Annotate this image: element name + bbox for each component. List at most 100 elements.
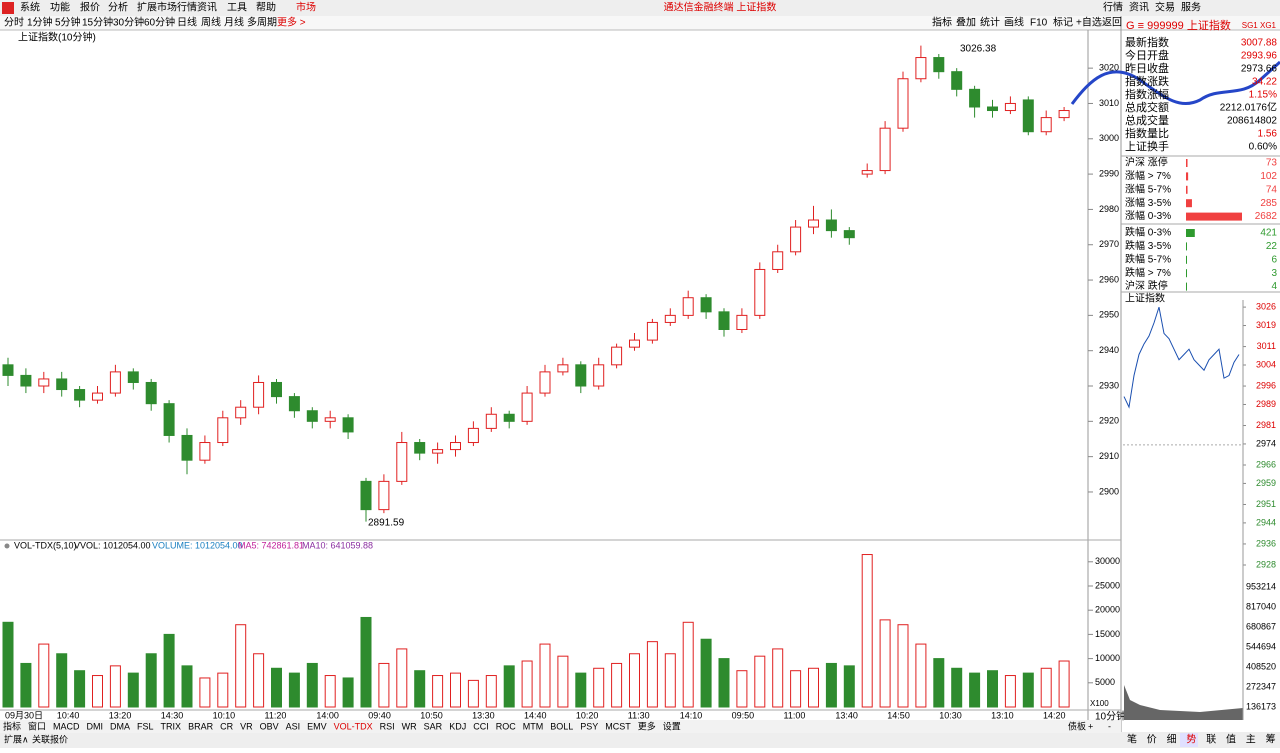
toolbar-button[interactable]: 标记: [1053, 17, 1073, 29]
quote-label: 最新指数: [1125, 35, 1169, 49]
more-link[interactable]: 更多 >: [277, 16, 306, 29]
candle-body: [825, 219, 837, 232]
indicator-tab[interactable]: DMA: [110, 721, 130, 731]
indicator-tab[interactable]: ROC: [496, 721, 517, 731]
indicator-tab[interactable]: SAR: [424, 721, 443, 731]
indicator-tab[interactable]: MCST: [605, 721, 631, 731]
toolbar-button[interactable]: 指标: [932, 16, 952, 29]
indicator-tab[interactable]: BRAR: [188, 721, 214, 731]
period-tab[interactable]: 15分钟: [82, 16, 113, 29]
indicator-tab[interactable]: 指标: [3, 720, 21, 731]
stat-bar: [1186, 269, 1187, 278]
menu-item[interactable]: 系统: [20, 1, 40, 14]
candle-body: [664, 314, 676, 323]
indicator-tab[interactable]: MTM: [523, 721, 544, 731]
period-tab[interactable]: 日线: [177, 16, 197, 29]
indicator-tab[interactable]: CR: [220, 721, 233, 731]
indicator-button[interactable]: -: [1108, 721, 1111, 731]
indicator-tab[interactable]: MACD: [53, 721, 80, 731]
menu-item[interactable]: 工具: [227, 2, 247, 14]
indicator-tab[interactable]: ASI: [286, 721, 301, 731]
indicator-tab[interactable]: EMV: [307, 721, 327, 731]
indicator-tab[interactable]: CCI: [473, 721, 489, 731]
menu-item[interactable]: 分析: [108, 1, 128, 14]
y-tick-label: 2920: [1099, 416, 1119, 426]
status-item[interactable]: 扩展∧: [4, 733, 29, 744]
toolbar-button[interactable]: 画线: [1004, 16, 1024, 29]
indicator-tab[interactable]: 更多: [638, 720, 656, 731]
menu-item[interactable]: 报价: [80, 1, 100, 14]
candle-body: [92, 392, 103, 401]
side-tab[interactable]: 值: [1226, 733, 1236, 746]
toolbar-button[interactable]: F10: [1030, 18, 1048, 29]
indicator-tab[interactable]: VOL-TDX: [334, 721, 373, 731]
period-tab[interactable]: 60分钟: [144, 16, 175, 29]
menu-button[interactable]: 资讯: [1129, 2, 1149, 14]
toolbar-button[interactable]: 统计: [980, 16, 1000, 29]
period-tab[interactable]: 多周期: [247, 16, 277, 29]
period-tab[interactable]: 30分钟: [113, 16, 144, 29]
y-tick-label: 2970: [1099, 239, 1119, 249]
menu-button[interactable]: 服务: [1181, 1, 1201, 14]
x-tick-label: 14:00: [316, 710, 339, 720]
indicator-tab[interactable]: KDJ: [449, 721, 466, 731]
candle-body: [414, 442, 426, 454]
side-tab[interactable]: 细: [1167, 733, 1177, 746]
side-tab[interactable]: 价: [1147, 734, 1157, 746]
toolbar-button[interactable]: 返回: [1102, 17, 1122, 29]
candle-body: [575, 364, 587, 387]
side-tab[interactable]: 笔: [1127, 733, 1137, 746]
market-tab[interactable]: 市场: [296, 1, 316, 14]
indicator-button[interactable]: 债板: [1068, 720, 1086, 731]
indicator-tab[interactable]: VR: [240, 721, 253, 731]
side-tab[interactable]: 主: [1246, 734, 1256, 746]
mini-volume-tick: 817040: [1246, 601, 1276, 611]
candle-body: [987, 106, 998, 112]
indicator-tab[interactable]: 设置: [663, 721, 681, 731]
mini-tick-label: 2944: [1256, 517, 1276, 527]
period-tab[interactable]: 周线: [201, 16, 221, 29]
period-tab[interactable]: 月线: [224, 16, 244, 29]
candle-body: [396, 442, 408, 482]
indicator-button[interactable]: +: [1088, 721, 1093, 731]
side-tab[interactable]: 筹: [1266, 733, 1276, 746]
volume-bar: [1040, 667, 1052, 708]
toolbar-button[interactable]: +自选: [1076, 16, 1102, 29]
candle-body: [682, 297, 694, 316]
indicator-tab[interactable]: TRIX: [161, 721, 182, 731]
volume-bar: [450, 672, 461, 708]
candle-body: [288, 396, 300, 412]
indicator-tab[interactable]: OBV: [260, 721, 279, 731]
x-tick-label: 09月30日: [5, 710, 43, 720]
indicator-tab[interactable]: 窗口: [28, 720, 46, 731]
menu-item[interactable]: 帮助: [256, 1, 276, 14]
indicator-tab[interactable]: BOLL: [550, 721, 573, 731]
indicator-tab[interactable]: PSY: [580, 721, 598, 731]
period-tab[interactable]: 1分钟: [27, 16, 53, 29]
indicator-tab[interactable]: FSL: [137, 721, 154, 731]
menu-button[interactable]: 行情: [1103, 1, 1123, 14]
mini-tick-label: 3011: [1257, 341, 1276, 351]
menu-item[interactable]: 资讯: [197, 2, 217, 14]
indicator-tab[interactable]: WR: [402, 721, 417, 731]
candle-body: [38, 378, 50, 387]
candle-body: [378, 480, 390, 511]
side-tab[interactable]: 联: [1206, 734, 1216, 746]
menu-item[interactable]: 功能: [50, 1, 70, 14]
volume-bar: [611, 662, 623, 708]
side-tab[interactable]: 势: [1186, 733, 1196, 746]
period-tab[interactable]: 分时: [4, 17, 24, 29]
period-tab[interactable]: 5分钟: [55, 16, 81, 29]
stat-value: 4: [1271, 281, 1277, 292]
candle-body: [539, 371, 551, 394]
mini-title: 上证指数: [1125, 292, 1165, 305]
status-item[interactable]: 关联报价: [32, 733, 68, 744]
stat-value: 3: [1271, 268, 1277, 279]
toolbar-button[interactable]: 叠加: [956, 17, 976, 29]
candle-body: [235, 406, 247, 419]
indicator-tab[interactable]: RSI: [380, 721, 395, 731]
menu-button[interactable]: 交易: [1155, 1, 1175, 14]
menu-item[interactable]: 扩展市场行情: [137, 1, 197, 14]
indicator-tab[interactable]: DMI: [87, 721, 104, 731]
volume-bar: [790, 670, 802, 708]
